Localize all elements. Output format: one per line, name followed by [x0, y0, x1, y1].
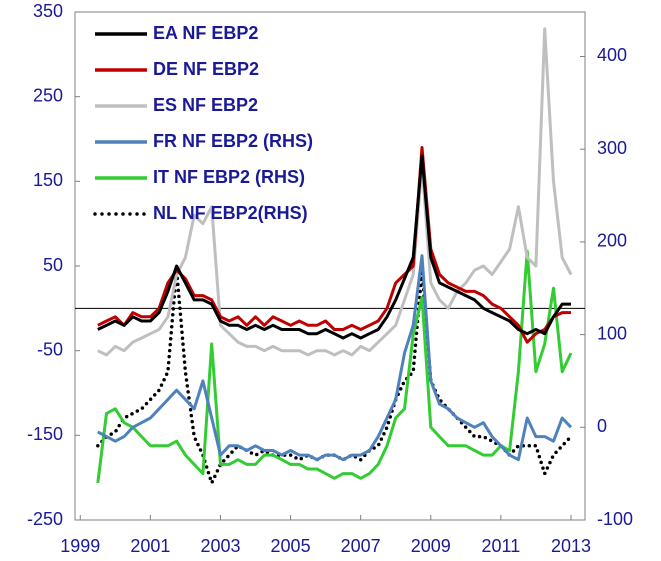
- y2-tick-label: 400: [597, 45, 627, 65]
- x-tick-label: 2005: [271, 536, 311, 556]
- x-tick-label: 2003: [200, 536, 240, 556]
- x-tick-label: 2013: [551, 536, 591, 556]
- x-tick-label: 1999: [60, 536, 100, 556]
- y2-tick-label: 300: [597, 138, 627, 158]
- plot-frame: [74, 11, 586, 521]
- series-line: [97, 154, 571, 340]
- y-tick-label: 150: [33, 170, 63, 190]
- y-tick-label: 250: [33, 85, 63, 105]
- y-tick-label: 350: [33, 1, 63, 21]
- y-tick-label: 50: [43, 255, 63, 275]
- y-tick-label: -50: [37, 339, 63, 359]
- legend-label: EA NF EBP2: [153, 23, 258, 43]
- series-line: [97, 254, 573, 462]
- legend-label: DE NF EBP2: [153, 59, 259, 79]
- legend-label: IT NF EBP2 (RHS): [153, 167, 305, 187]
- y-tick-label: -150: [27, 424, 63, 444]
- legend-label: NL NF EBP2(RHS): [153, 203, 308, 223]
- legend-label: ES NF EBP2: [153, 95, 258, 115]
- x-tick-label: 2007: [341, 536, 381, 556]
- series-line: [97, 27, 573, 357]
- y2-tick-label: 100: [597, 323, 627, 343]
- y-tick-label: -250: [27, 509, 63, 529]
- y2-tick-label: 200: [597, 231, 627, 251]
- legend-label: FR NF EBP2 (RHS): [153, 131, 313, 151]
- y2-tick-label: -100: [597, 509, 633, 529]
- series-line: [96, 249, 573, 484]
- x-tick-label: 2009: [411, 536, 451, 556]
- x-tick-label: 2001: [130, 536, 170, 556]
- series-line: [96, 267, 573, 485]
- y2-tick-label: 0: [597, 416, 607, 436]
- x-tick-label: 2011: [482, 536, 521, 556]
